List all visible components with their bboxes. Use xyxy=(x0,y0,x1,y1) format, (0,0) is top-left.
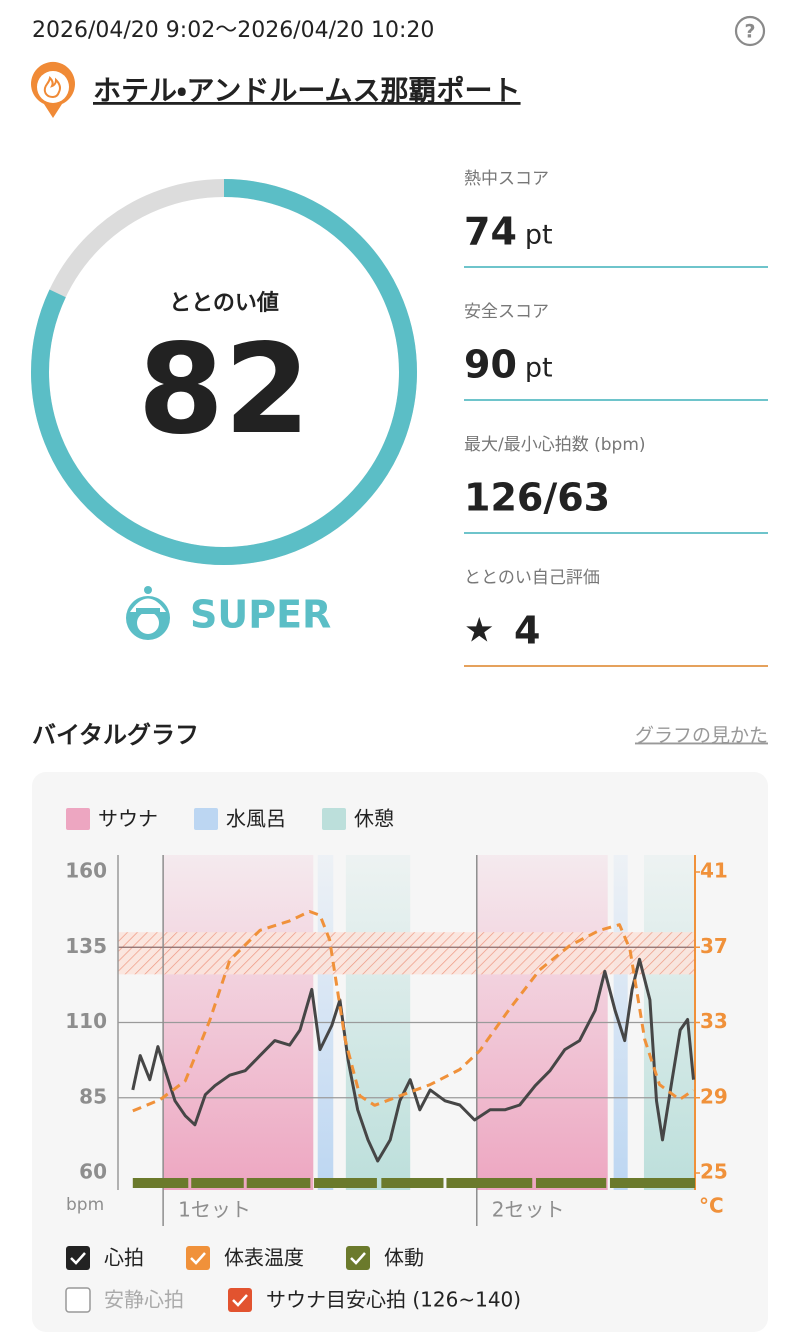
datetime: 2026/04/20 9:02～2026/04/20 10:20 xyxy=(32,18,434,43)
stat-label: 熱中スコア xyxy=(464,169,549,189)
stat-label: 最大/最小心拍数 (bpm) xyxy=(464,435,646,455)
help-link[interactable]: グラフの見かた xyxy=(635,725,768,747)
stat-label: 安全スコア xyxy=(464,302,549,322)
legend-checkbox[interactable]: 安静心拍 xyxy=(65,1287,184,1313)
checkmark xyxy=(190,1252,206,1265)
legend-label[interactable]: 体表温度 xyxy=(224,1246,304,1270)
y-tick-label: 135 xyxy=(65,934,107,958)
stat-value: 126/63 xyxy=(464,476,610,520)
legend-label[interactable]: 安静心拍 xyxy=(104,1288,184,1312)
checkbox[interactable] xyxy=(65,1287,91,1313)
legend-label: 水風呂 xyxy=(226,807,286,831)
star-icon: ★ xyxy=(464,611,494,651)
help-button[interactable]: ? xyxy=(734,15,766,47)
y-tick-label: 60 xyxy=(79,1160,107,1184)
legend-label[interactable]: サウナ目安心拍 (126~140) xyxy=(266,1288,521,1312)
y2-tick-label: 25 xyxy=(700,1160,728,1184)
plot: サウナ 水風呂 休憩 60 85 110 135 160 25 29 33 37 41 bpm °C 1セット… xyxy=(65,807,728,1313)
legend-label[interactable]: 心拍 xyxy=(104,1246,144,1270)
legend-swatch xyxy=(194,808,218,830)
score-label: ととのい値 xyxy=(169,291,279,316)
stat-unit: pt xyxy=(525,220,553,251)
y2-unit: °C xyxy=(699,1194,724,1218)
checkmark xyxy=(232,1294,248,1307)
movement xyxy=(246,1178,311,1188)
movement xyxy=(132,1178,189,1188)
movement xyxy=(381,1178,444,1188)
set-label: 2セット xyxy=(492,1198,565,1222)
y2-tick-label: 29 xyxy=(700,1084,728,1108)
series-line xyxy=(132,910,695,1113)
legend-checkbox[interactable]: 体動 xyxy=(346,1246,424,1271)
stat-value: 4 xyxy=(514,609,540,653)
legend-swatch xyxy=(66,808,90,830)
legend-label: サウナ xyxy=(98,807,158,831)
legend-label: 休憩 xyxy=(354,807,394,831)
y2-tick-label: 37 xyxy=(700,934,728,958)
section-title: バイタルグラフ xyxy=(32,721,199,749)
legend-checkbox[interactable]: サウナ目安心拍 (126~140) xyxy=(228,1288,521,1313)
y-tick-label: 160 xyxy=(65,859,107,883)
target-band xyxy=(118,932,695,975)
legend-checkbox[interactable]: 体表温度 xyxy=(186,1246,304,1271)
stat-unit: pt xyxy=(525,353,553,384)
facility-name[interactable]: ホテル・アンドルームス那覇ポート xyxy=(93,74,521,107)
legend-checkbox[interactable]: 心拍 xyxy=(66,1246,144,1271)
help-icon[interactable]: ? xyxy=(744,21,755,43)
checkbox[interactable] xyxy=(186,1246,210,1270)
movement xyxy=(609,1178,695,1188)
checkmark xyxy=(70,1252,86,1265)
facility-icon xyxy=(31,61,76,118)
movement xyxy=(446,1178,533,1188)
stat-label: ととのい自己評価 xyxy=(464,568,600,588)
checkbox[interactable] xyxy=(228,1288,252,1312)
movement xyxy=(535,1178,607,1188)
stat-value: 90 xyxy=(464,343,517,387)
score-value: 82 xyxy=(138,318,311,462)
movement xyxy=(314,1178,377,1188)
y-tick-label: 85 xyxy=(79,1084,107,1108)
stat-value: 74 xyxy=(464,210,517,254)
rank-icon xyxy=(126,586,170,640)
checkmark xyxy=(350,1252,366,1265)
movement xyxy=(191,1178,244,1188)
gauge-arc xyxy=(31,179,417,565)
y-tick-label: 110 xyxy=(65,1009,107,1033)
y2-tick-label: 41 xyxy=(700,859,728,883)
y2-tick-label: 33 xyxy=(700,1009,728,1033)
rank: SUPER xyxy=(190,593,331,637)
checkbox[interactable] xyxy=(346,1246,370,1270)
legend-swatch xyxy=(322,808,346,830)
y-unit: bpm xyxy=(66,1195,104,1215)
set-label: 1セット xyxy=(178,1198,251,1222)
series-line xyxy=(131,957,695,1163)
checkbox[interactable] xyxy=(66,1246,90,1270)
legend-label[interactable]: 体動 xyxy=(384,1246,424,1270)
